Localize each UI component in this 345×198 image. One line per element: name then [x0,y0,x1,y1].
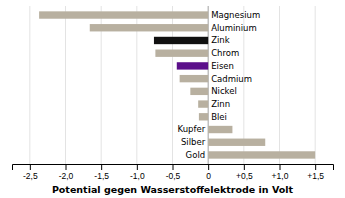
x-axis-line [13,165,334,171]
x-tick: -1,0 [130,164,145,181]
category-label: Magnesium [211,10,260,20]
bar [180,75,209,82]
category-label: Eisen [211,61,234,71]
x-tick-label: -1,5 [94,171,109,181]
bar [208,151,315,158]
grid-line [29,6,30,164]
x-tick-mark [244,164,245,170]
x-axis: -2,5 -2,0 -1,5 -1,0 -0,5 0 +0,5 +1,0 +1,5 [13,164,334,181]
category-label: Blei [211,112,227,122]
bar [155,50,208,57]
x-tick-label: -2,5 [23,171,38,181]
category-label: Aluminium [211,23,257,33]
bars [39,11,315,158]
x-axis-title: Potential gegen Wasserstoffelektrode in … [52,184,294,195]
x-tick: 0 [206,164,211,181]
plot: Magnesium Aluminium Zink Chrom Eisen Cadmium N… [13,6,334,181]
category-label: Gold [186,150,206,160]
x-tick-label: +1,5 [307,171,324,181]
x-tick-label: +0,5 [236,171,253,181]
category-label: Silber [181,137,206,147]
x-tick-mark [280,164,281,170]
x-tick-mark [208,164,209,170]
category-labels: Magnesium Aluminium Zink Chrom Eisen Cadmium N… [178,10,261,160]
bar [190,88,208,95]
x-tick-label: +1,0 [272,171,289,181]
x-tick-mark [173,164,174,170]
bar [90,24,208,31]
grid [30,6,315,164]
grid-line [65,6,66,164]
x-tick-label: 0 [206,171,211,181]
bar [154,37,208,44]
x-tick-mark [315,164,316,170]
x-tick: -2,5 [23,164,38,181]
category-label: Zink [211,35,230,45]
x-tick-label: -0,5 [166,171,181,181]
chart: Magnesium Aluminium Zink Chrom Eisen Cadmium N… [0,0,345,198]
category-label: Cadmium [211,74,252,84]
category-label: Nickel [211,86,237,96]
bar [39,11,208,18]
x-tick: +0,5 [236,164,253,181]
bar [208,139,265,146]
bar [177,62,208,69]
category-label: Zinn [211,99,230,109]
x-tick-mark [101,164,102,170]
x-tick-mark [66,164,67,170]
x-tick: +1,5 [307,164,324,181]
x-tick: +1,0 [272,164,289,181]
category-label: Kupfer [178,124,206,134]
x-tick: -0,5 [166,164,181,181]
bar [208,126,232,133]
category-label: Chrom [211,48,239,58]
x-tick-label: -2,0 [59,171,74,181]
x-tick-mark [137,164,138,170]
x-tick-mark [30,164,31,170]
x-tick: -2,0 [59,164,74,181]
x-tick-label: -1,0 [130,171,145,181]
x-tick: -1,5 [94,164,109,181]
grid-line [279,6,280,164]
bar [199,113,208,120]
bar [198,100,208,107]
grid-line [315,6,316,164]
